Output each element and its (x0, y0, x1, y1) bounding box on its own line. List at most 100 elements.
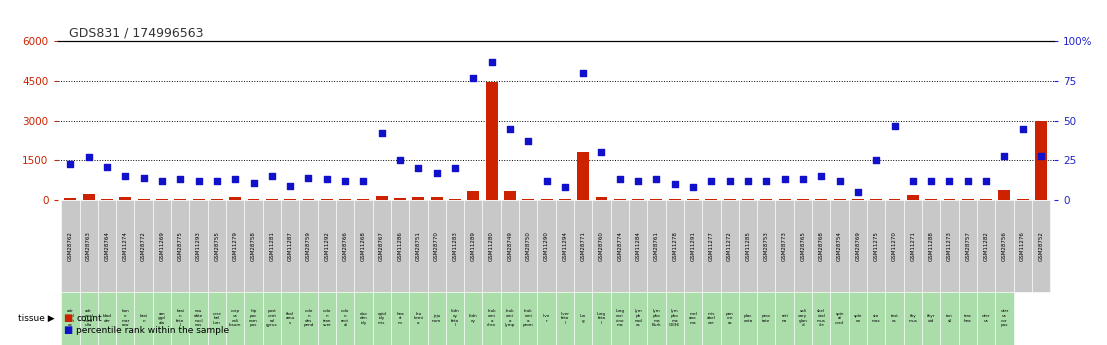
Point (575, 70, 592, 76)
Bar (977, 200, 995, 292)
Point (922, 178, 940, 184)
Bar (665, 292, 684, 345)
Bar (867, 292, 886, 345)
Text: GSM28761: GSM28761 (654, 231, 659, 261)
Point (1014, 126, 1032, 131)
Point (556, 185, 573, 190)
Text: GSM11280: GSM11280 (489, 231, 494, 261)
Bar (134, 292, 153, 345)
Bar (193, 199, 205, 200)
Bar (189, 292, 208, 345)
Text: sali
vary
glan
d: sali vary glan d (798, 309, 808, 327)
Text: plac
enta: plac enta (744, 314, 753, 323)
Point (794, 177, 811, 182)
Bar (922, 200, 940, 292)
Bar (373, 200, 391, 292)
Text: GSM11282: GSM11282 (984, 231, 989, 261)
Point (739, 178, 757, 184)
Bar (669, 199, 681, 200)
Point (757, 178, 775, 184)
Bar (684, 292, 702, 345)
Bar (629, 292, 648, 345)
Bar (172, 292, 189, 345)
Bar (903, 292, 922, 345)
Bar (940, 200, 959, 292)
Bar (559, 199, 571, 200)
Text: colo
n
tran
sver: colo n tran sver (322, 309, 331, 327)
Text: GSM28762: GSM28762 (68, 231, 73, 261)
Text: reti
na: reti na (782, 314, 788, 323)
Bar (575, 200, 592, 292)
Bar (373, 292, 391, 345)
Point (391, 158, 408, 163)
Text: sple
en: sple en (853, 314, 862, 323)
Point (501, 126, 519, 131)
Text: leuk
emi
a
chro: leuk emi a chro (487, 309, 496, 327)
Bar (208, 292, 226, 345)
Bar (776, 292, 794, 345)
Text: GSM11286: GSM11286 (397, 231, 403, 261)
Bar (504, 191, 516, 200)
Bar (995, 292, 1014, 345)
Point (977, 178, 995, 184)
Bar (702, 292, 721, 345)
Bar (262, 292, 281, 345)
Text: mel
ano
ma: mel ano ma (690, 312, 697, 325)
Bar (61, 292, 80, 345)
Bar (556, 292, 575, 345)
Text: GSM28775: GSM28775 (178, 231, 183, 261)
Text: GSM11294: GSM11294 (562, 231, 568, 261)
Bar (999, 190, 1011, 200)
Bar (980, 199, 992, 200)
Bar (870, 199, 882, 200)
Text: GSM28766: GSM28766 (342, 231, 348, 261)
Bar (742, 199, 754, 200)
Bar (687, 199, 699, 200)
Text: skel
etal
mus
cle: skel etal mus cle (817, 309, 826, 327)
Text: GSM11272: GSM11272 (727, 231, 732, 261)
Bar (335, 200, 354, 292)
Text: GSM11277: GSM11277 (708, 231, 714, 261)
Point (245, 180, 262, 185)
Text: liver
feta
l: liver feta l (560, 312, 569, 325)
Bar (208, 200, 226, 292)
Text: GSM11276: GSM11276 (1021, 231, 1025, 261)
Text: GSM28749: GSM28749 (507, 231, 513, 261)
Bar (394, 198, 406, 200)
Text: trac
hea: trac hea (964, 314, 972, 323)
Text: leuk
emi
a
prom: leuk emi a prom (523, 309, 534, 327)
Bar (302, 199, 314, 200)
Bar (592, 200, 611, 292)
Text: GSM11279: GSM11279 (232, 231, 238, 261)
Bar (959, 200, 977, 292)
Bar (1032, 200, 1051, 292)
Bar (577, 152, 589, 200)
Bar (354, 200, 373, 292)
Bar (922, 292, 940, 345)
Bar (684, 200, 702, 292)
Text: count: count (76, 314, 102, 323)
Text: am
ygd
ala: am ygd ala (158, 312, 166, 325)
Text: GSM28770: GSM28770 (434, 231, 439, 261)
Text: adr
enal
med
ulla: adr enal med ulla (84, 309, 93, 327)
Bar (299, 292, 318, 345)
Bar (281, 200, 299, 292)
Text: tissue ▶: tissue ▶ (18, 314, 54, 323)
Bar (172, 200, 189, 292)
Bar (816, 199, 827, 200)
Text: thyr
oid: thyr oid (927, 314, 935, 323)
Point (995, 153, 1013, 158)
Text: post
cent
ral
gyrus: post cent ral gyrus (266, 309, 278, 327)
Bar (321, 199, 333, 200)
Text: GSM28754: GSM28754 (837, 231, 842, 261)
Bar (284, 199, 296, 200)
Text: GSM28759: GSM28759 (306, 231, 311, 261)
Text: cere
bel
lum: cere bel lum (213, 312, 221, 325)
Bar (556, 200, 575, 292)
Bar (248, 199, 259, 200)
Bar (174, 199, 186, 200)
Point (776, 177, 794, 182)
Point (300, 175, 318, 181)
Bar (903, 200, 922, 292)
Bar (189, 200, 208, 292)
